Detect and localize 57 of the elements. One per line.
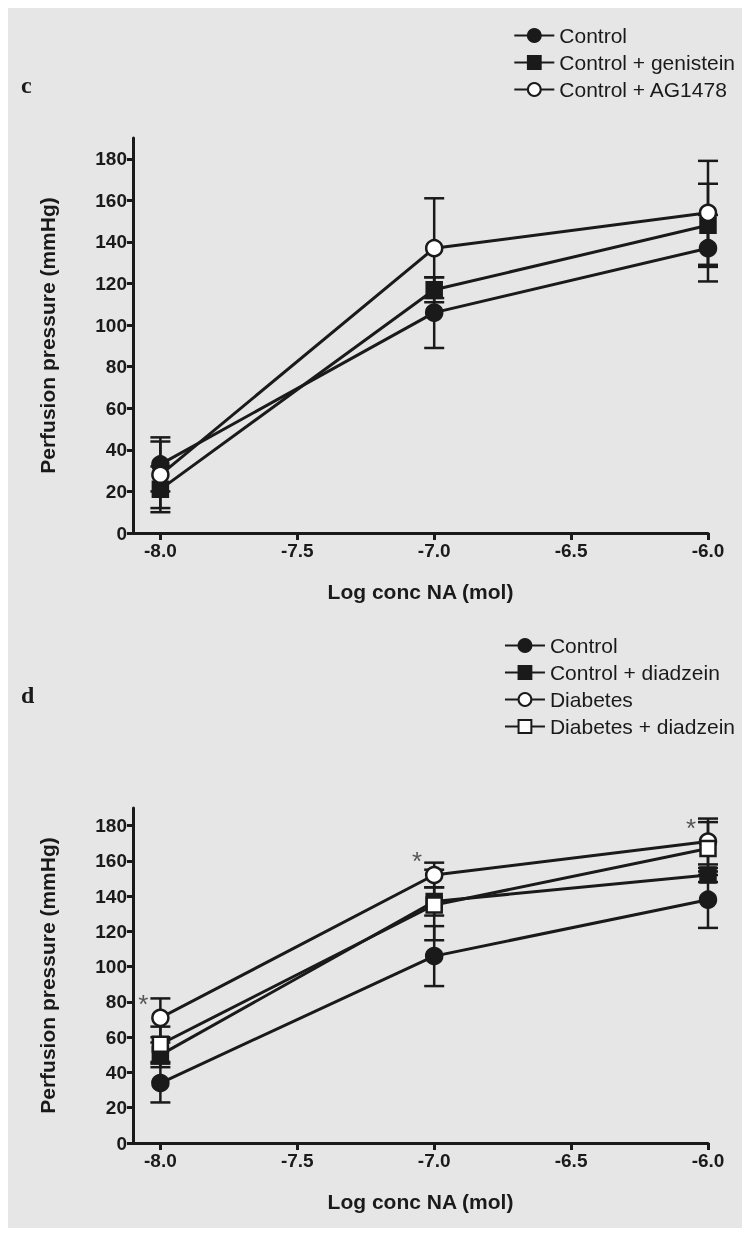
point — [698, 238, 718, 258]
x-tick-label: -6.0 — [691, 540, 725, 561]
y-tick-label: 60 — [105, 397, 127, 419]
y-tick-label: 160 — [95, 189, 127, 211]
point — [151, 1035, 170, 1054]
chart-title: d — [21, 682, 35, 708]
point — [424, 238, 444, 258]
legend-label: Control + genistein — [559, 51, 736, 74]
chart-title: c — [21, 72, 32, 98]
x-tick-label: -7.0 — [417, 1150, 451, 1171]
point — [151, 1073, 170, 1093]
y-tick-label: 0 — [116, 522, 127, 544]
x-tick-label: -7.5 — [280, 1150, 315, 1171]
y-tick-label: 40 — [105, 439, 127, 461]
point — [425, 896, 443, 914]
x-tick-label: -6.5 — [554, 1150, 588, 1171]
y-tick-label: 80 — [105, 991, 127, 1013]
point — [151, 465, 170, 485]
legend-label: Diabetes + diadzein — [549, 715, 735, 738]
annotation: * — [412, 846, 423, 876]
x-axis-title: Log conc NA (mol) — [327, 580, 514, 603]
y-tick-label: 160 — [95, 850, 127, 872]
annotation: * — [685, 812, 696, 843]
y-tick-label: 0 — [116, 1132, 127, 1154]
legend-label: Control + AG1478 — [559, 78, 727, 101]
legend-label: Control + diadzein — [549, 661, 720, 684]
y-axis-title: Perfusion pressure (mmHg) — [36, 197, 59, 474]
y-tick-label: 180 — [95, 815, 127, 837]
y-tick-label: 140 — [95, 885, 127, 907]
x-tick-label: -7.0 — [417, 540, 451, 561]
annotation: * — [138, 988, 149, 1019]
legend-label: Control — [559, 24, 628, 47]
point — [698, 203, 718, 223]
y-tick-label: 120 — [95, 273, 127, 295]
y-tick-label: 180 — [95, 148, 127, 170]
x-axis-title: Log conc NA (mol) — [327, 1190, 514, 1213]
x-tick-label: -8.0 — [144, 540, 177, 561]
point — [151, 1008, 170, 1028]
y-tick-label: 120 — [95, 920, 127, 942]
y-tick-label: 20 — [105, 480, 127, 502]
x-tick-label: -8.0 — [144, 1150, 177, 1171]
y-tick-label: 40 — [105, 1061, 127, 1083]
y-tick-label: 140 — [95, 231, 127, 253]
y-tick-label: 80 — [105, 356, 127, 378]
y-tick-label: 100 — [95, 956, 127, 978]
legend-label: Control — [549, 634, 618, 657]
x-tick-label: -6.5 — [554, 540, 588, 561]
y-axis-title: Perfusion pressure (mmHg) — [36, 837, 59, 1114]
y-tick-label: 20 — [105, 1097, 127, 1119]
point — [698, 890, 718, 909]
y-tick-label: 60 — [105, 1026, 127, 1048]
x-tick-label: -6.0 — [691, 1150, 725, 1171]
point — [424, 946, 444, 966]
point — [699, 839, 717, 858]
legend-label: Diabetes — [549, 688, 633, 711]
x-tick-label: -7.5 — [280, 540, 315, 561]
y-tick-label: 100 — [95, 314, 127, 336]
